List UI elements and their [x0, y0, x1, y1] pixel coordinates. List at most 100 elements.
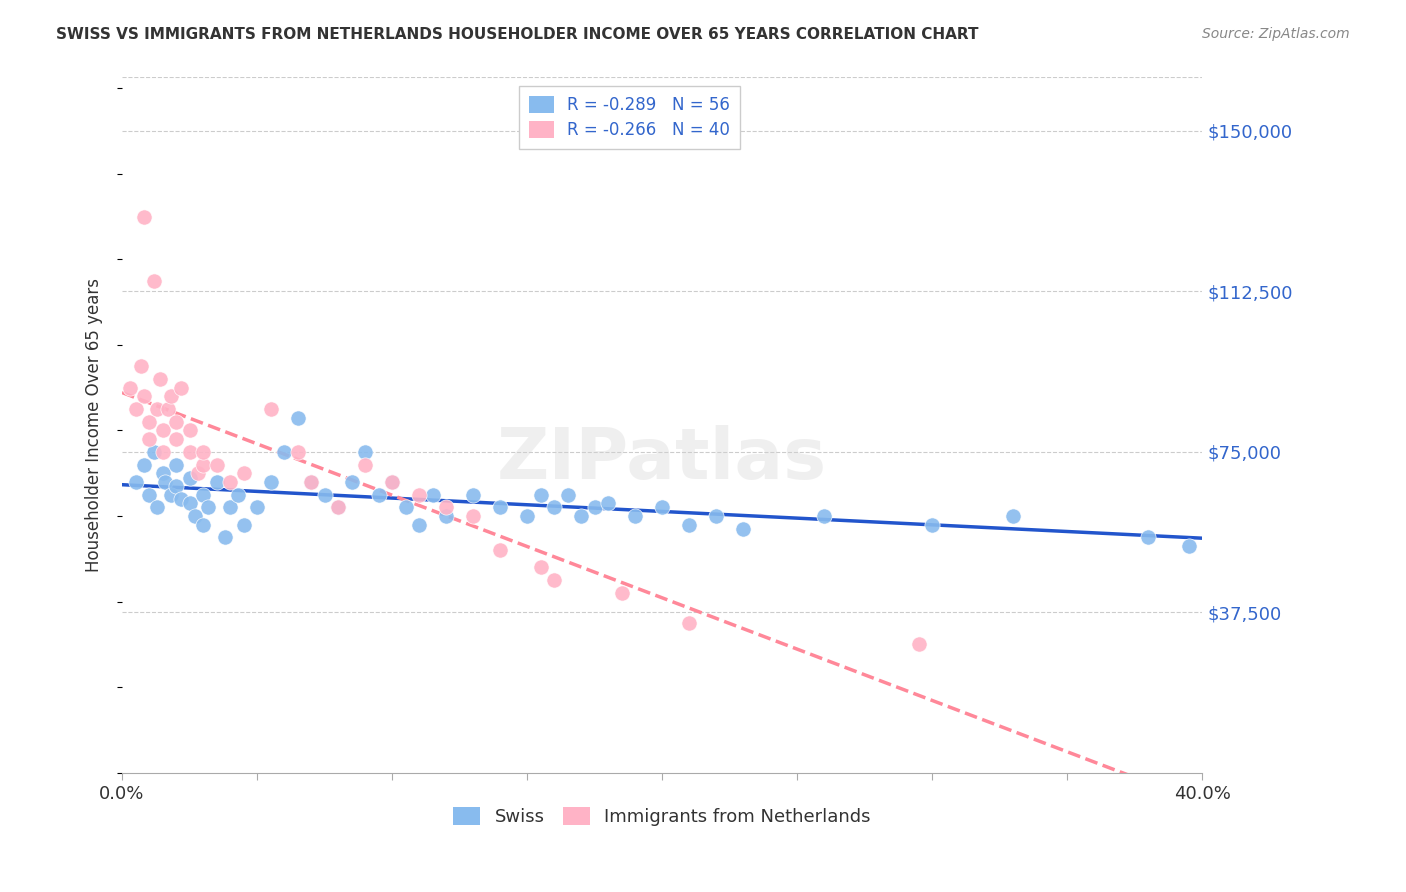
Point: [367, 488, 389, 502]
Point: [184, 508, 207, 523]
Point: [232, 517, 254, 532]
Point: [143, 274, 166, 288]
Point: [461, 488, 484, 502]
Point: [543, 500, 565, 515]
Point: [678, 615, 700, 630]
Point: [530, 488, 553, 502]
Point: [354, 445, 377, 459]
Point: [326, 500, 349, 515]
Point: [598, 496, 620, 510]
Point: [179, 445, 201, 459]
Point: [624, 508, 647, 523]
Point: [219, 475, 242, 489]
Point: [489, 500, 512, 515]
Point: [149, 372, 172, 386]
Point: [394, 500, 416, 515]
Point: [191, 445, 214, 459]
Point: [226, 488, 249, 502]
Point: [124, 402, 146, 417]
Point: [273, 445, 295, 459]
Point: [191, 458, 214, 472]
Point: [214, 530, 236, 544]
Point: [152, 467, 174, 481]
Point: [381, 475, 404, 489]
Point: [434, 500, 457, 515]
Point: [205, 458, 228, 472]
Point: [733, 522, 755, 536]
Point: [165, 458, 187, 472]
Point: [489, 543, 512, 558]
Point: [146, 402, 169, 417]
Point: [138, 488, 160, 502]
Point: [159, 389, 181, 403]
Point: [124, 475, 146, 489]
Point: [340, 475, 363, 489]
Point: [408, 517, 430, 532]
Point: [422, 488, 444, 502]
Text: ZIPatlas: ZIPatlas: [498, 425, 827, 494]
Point: [132, 389, 155, 403]
Point: [165, 479, 187, 493]
Point: [813, 508, 835, 523]
Point: [408, 488, 430, 502]
Point: [156, 402, 179, 417]
Point: [610, 586, 633, 600]
Point: [232, 467, 254, 481]
Point: [129, 359, 152, 374]
Point: [704, 508, 727, 523]
Point: [152, 445, 174, 459]
Point: [152, 424, 174, 438]
Text: SWISS VS IMMIGRANTS FROM NETHERLANDS HOUSEHOLDER INCOME OVER 65 YEARS CORRELATIO: SWISS VS IMMIGRANTS FROM NETHERLANDS HOU…: [56, 27, 979, 42]
Point: [907, 637, 929, 651]
Point: [132, 458, 155, 472]
Point: [326, 500, 349, 515]
Point: [516, 508, 538, 523]
Point: [921, 517, 943, 532]
Point: [1002, 508, 1025, 523]
Point: [187, 467, 209, 481]
Point: [155, 475, 177, 489]
Point: [138, 415, 160, 429]
Point: [191, 488, 214, 502]
Point: [287, 410, 309, 425]
Point: [259, 402, 281, 417]
Text: Source: ZipAtlas.com: Source: ZipAtlas.com: [1202, 27, 1350, 41]
Point: [678, 517, 700, 532]
Point: [354, 458, 377, 472]
Point: [179, 470, 201, 484]
Point: [543, 573, 565, 587]
Point: [259, 475, 281, 489]
Point: [179, 496, 201, 510]
Point: [120, 381, 142, 395]
Point: [146, 500, 169, 515]
Point: [1177, 539, 1199, 553]
Point: [197, 500, 219, 515]
Point: [287, 445, 309, 459]
Point: [143, 445, 166, 459]
Point: [165, 415, 187, 429]
Point: [569, 508, 592, 523]
Point: [557, 488, 579, 502]
Point: [138, 432, 160, 446]
Point: [299, 475, 322, 489]
Point: [179, 424, 201, 438]
Point: [583, 500, 606, 515]
Point: [191, 517, 214, 532]
Point: [314, 488, 336, 502]
Point: [165, 432, 187, 446]
Point: [170, 381, 193, 395]
Point: [530, 560, 553, 574]
Point: [299, 475, 322, 489]
Legend: Swiss, Immigrants from Netherlands: Swiss, Immigrants from Netherlands: [446, 799, 879, 833]
Point: [461, 508, 484, 523]
Point: [205, 475, 228, 489]
Point: [132, 210, 155, 224]
Point: [1137, 530, 1160, 544]
Point: [159, 488, 181, 502]
Point: [246, 500, 269, 515]
Y-axis label: Householder Income Over 65 years: Householder Income Over 65 years: [86, 278, 103, 572]
Point: [170, 491, 193, 506]
Point: [381, 475, 404, 489]
Point: [651, 500, 673, 515]
Point: [434, 508, 457, 523]
